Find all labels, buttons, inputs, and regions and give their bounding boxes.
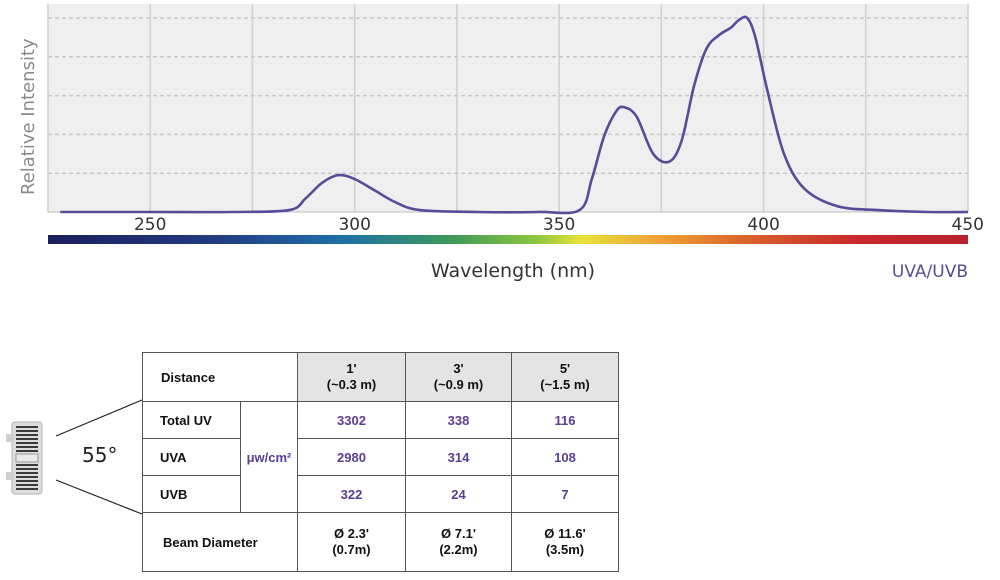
cell-beam-1: Ø 2.3' (0.7m) [297, 512, 406, 572]
beam-5-meters: (3.5m) [545, 542, 585, 557]
unit-label: μw/cm² [240, 401, 298, 513]
cell-total-uv-5: 116 [511, 401, 619, 439]
distance-col-3: 5' (~1.5 m) [511, 352, 619, 402]
cell-uva-5: 108 [511, 438, 619, 476]
wavelength-color-bar [48, 235, 968, 244]
cell-total-uv-1: 3302 [297, 401, 406, 439]
row-label-total-uv: Total UV [142, 401, 241, 439]
beam-angle-label: 55° [82, 443, 118, 467]
distance-col-1-feet: 1' [346, 361, 357, 376]
cell-beam-3: Ø 7.1' (2.2m) [405, 512, 512, 572]
row-label-beam-diameter: Beam Diameter [142, 512, 298, 572]
cell-uvb-1: 322 [297, 475, 406, 513]
table-row: UVA 2980 314 108 [142, 438, 619, 476]
beam-1-meters: (0.7m) [332, 542, 371, 557]
beam-1-feet: Ø 2.3' [334, 526, 369, 541]
cell-total-uv-3: 338 [405, 401, 512, 439]
plot-area [48, 4, 968, 212]
cell-uva-1: 2980 [297, 438, 406, 476]
cell-uvb-5: 7 [511, 475, 619, 513]
x-tick-label: 400 [747, 215, 779, 235]
distance-col-1: 1' (~0.3 m) [297, 352, 406, 402]
x-tick-labels: 250 300 350 400 450 [134, 215, 984, 235]
x-tick-label: 450 [952, 215, 984, 235]
vertical-grid [47, 4, 969, 212]
cell-beam-5: Ø 11.6' (3.5m) [511, 512, 619, 572]
y-axis-label: Relative Intensity [18, 38, 39, 195]
beam-5-feet: Ø 11.6' [544, 526, 586, 541]
x-tick-label: 250 [134, 215, 166, 235]
x-tick-label: 350 [543, 215, 575, 235]
distance-col-2-meters: (~0.9 m) [433, 377, 484, 392]
output-table: Distance 1' (~0.3 m) 3' (~0.9 m) 5' (~1.… [142, 352, 619, 572]
cell-uva-3: 314 [405, 438, 512, 476]
table-row: Total UV μw/cm² 3302 338 116 [142, 401, 619, 513]
distance-col-2-feet: 3' [453, 361, 464, 376]
x-axis-label: Wavelength (nm) [431, 260, 595, 282]
table-header-row: Distance 1' (~0.3 m) 3' (~0.9 m) 5' (~1.… [142, 352, 619, 402]
distance-col-3-meters: (~1.5 m) [540, 377, 590, 392]
lamp-fixture-icon [6, 421, 43, 495]
table-row: UVB 322 24 7 [142, 475, 619, 513]
beam-3-meters: (2.2m) [439, 542, 478, 557]
distance-col-1-meters: (~0.3 m) [326, 377, 377, 392]
row-label-uva: UVA [142, 438, 241, 476]
cell-uvb-3: 24 [405, 475, 512, 513]
distance-header: Distance [142, 352, 298, 402]
x-tick-label: 300 [338, 215, 370, 235]
distance-col-2: 3' (~0.9 m) [405, 352, 512, 402]
beam-3-feet: Ø 7.1' [441, 526, 476, 541]
uva-uvb-tag: UVA/UVB [892, 262, 968, 282]
distance-col-3-feet: 5' [559, 361, 571, 376]
horizontal-grid [48, 17, 968, 174]
spectrum-chart: 250 300 350 400 450 Relative Intensity Wavel… [18, 4, 984, 282]
spectrum-series-line [60, 15, 969, 215]
row-label-uvb: UVB [142, 475, 241, 513]
table-row-beam: Beam Diameter Ø 2.3' (0.7m) Ø 7.1' (2.2m… [142, 512, 619, 572]
beam-angle-lines [55, 399, 143, 515]
